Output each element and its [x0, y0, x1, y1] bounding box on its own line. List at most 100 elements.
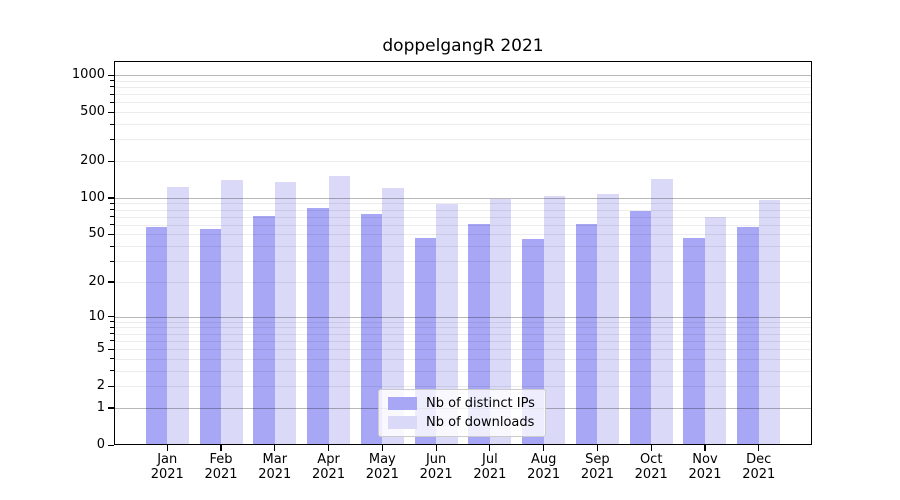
y-tick-1 — [107, 407, 114, 409]
y-minortick-400 — [110, 123, 114, 125]
bar-distinct-ips-feb — [199, 229, 221, 445]
y-minortick-6 — [110, 340, 114, 342]
x-tick-feb — [220, 445, 222, 451]
bar-distinct-ips-dec — [737, 226, 759, 445]
y-minortick-80 — [110, 209, 114, 211]
bar-distinct-ips-mar — [253, 215, 275, 445]
gridline-minor-500 — [114, 112, 812, 114]
gridline-minor-300 — [114, 139, 812, 141]
bar-downloads-jul — [489, 199, 512, 445]
y-minortick-3 — [110, 370, 114, 372]
legend-label-distinct-ips: Nb of distinct IPs — [426, 396, 535, 412]
y-tick-10 — [107, 316, 114, 318]
y-minortick-300 — [110, 138, 114, 140]
bar-downloads-sep — [597, 194, 619, 445]
y-tick-200 — [107, 160, 114, 162]
gridline-minor-800 — [114, 86, 812, 88]
x-tick-label-nov: Nov 2021 — [688, 452, 722, 482]
x-tick-label-aug: Aug 2021 — [527, 452, 561, 482]
y-tick-20 — [107, 281, 114, 283]
bar-distinct-ips-jan — [145, 226, 168, 445]
chart-title: doppelgangR 2021 — [382, 36, 544, 56]
gridline-minor-40 — [114, 246, 812, 248]
y-tick-label-100: 100 — [80, 189, 105, 205]
y-tick-label-20: 20 — [88, 273, 105, 289]
gridline-minor-2 — [114, 386, 812, 388]
bar-distinct-ips-apr — [307, 208, 329, 445]
gridline-minor-80 — [114, 209, 812, 211]
y-minortick-60 — [110, 224, 114, 226]
gridline-minor-20 — [114, 281, 812, 283]
gridline-major-1000 — [114, 75, 812, 77]
gridline-minor-90 — [114, 203, 812, 205]
gridline-minor-50 — [114, 234, 812, 236]
bar-downloads-mar — [274, 181, 297, 445]
x-tick-may — [381, 445, 383, 451]
gridline-minor-60 — [114, 224, 812, 226]
y-minortick-8 — [110, 326, 114, 328]
y-tick-5 — [107, 348, 114, 350]
y-tick-label-200: 200 — [80, 153, 105, 169]
x-tick-sep — [596, 445, 599, 451]
x-tick-label-apr: Apr 2021 — [312, 452, 346, 482]
legend-swatch-distinct-ips — [388, 397, 417, 411]
gridline-minor-400 — [114, 124, 812, 126]
y-tick-50 — [107, 233, 114, 236]
bar-distinct-ips-oct — [629, 211, 652, 445]
y-tick-label-500: 500 — [80, 104, 105, 120]
bar-downloads-feb — [221, 180, 243, 445]
gridline-minor-9 — [114, 321, 812, 323]
gridline-major-100 — [114, 197, 812, 199]
legend-swatch-downloads — [388, 415, 417, 429]
x-tick-dec — [758, 445, 760, 451]
bar-downloads-nov — [704, 216, 727, 445]
gridline-minor-700 — [114, 94, 812, 96]
legend: Nb of distinct IPs Nb of downloads — [378, 389, 546, 437]
bar-distinct-ips-may — [360, 213, 383, 445]
bar-downloads-dec — [758, 200, 781, 445]
x-tick-aug — [543, 445, 545, 451]
gridline-minor-30 — [114, 261, 812, 263]
y-tick-label-50: 50 — [88, 226, 105, 242]
legend-item-downloads: Nb of downloads — [388, 415, 536, 430]
x-tick-jul — [489, 445, 491, 451]
x-tick-oct — [650, 445, 652, 451]
gridline-minor-5 — [114, 349, 812, 351]
x-tick-jun — [435, 445, 437, 451]
y-minortick-70 — [110, 216, 114, 218]
bar-downloads-oct — [651, 178, 673, 445]
y-tick-label-1000: 1000 — [71, 67, 105, 83]
x-tick-nov — [704, 445, 706, 451]
x-tick-mar — [274, 445, 276, 451]
gridline-minor-4 — [114, 358, 812, 360]
y-minortick-9 — [110, 321, 114, 323]
gridline-minor-6 — [114, 340, 812, 342]
y-tick-label-10: 10 — [88, 308, 105, 324]
y-tick-0 — [107, 444, 114, 446]
y-tick-label-5: 5 — [96, 341, 105, 357]
gridline-minor-600 — [114, 102, 812, 104]
y-minortick-90 — [110, 202, 114, 204]
bar-downloads-apr — [328, 175, 351, 445]
x-tick-label-feb: Feb 2021 — [204, 452, 238, 482]
x-tick-label-jun: Jun 2021 — [419, 452, 453, 482]
bar-distinct-ips-sep — [575, 223, 598, 445]
y-tick-100 — [107, 197, 114, 199]
y-minortick-30 — [110, 260, 114, 262]
bar-downloads-aug — [543, 195, 566, 445]
bar-downloads-may — [382, 187, 404, 445]
x-tick-label-may: May 2021 — [365, 452, 399, 482]
y-minortick-700 — [110, 93, 114, 95]
gridline-minor-70 — [114, 216, 812, 218]
y-minortick-600 — [110, 101, 114, 103]
bar-downloads-jan — [167, 187, 189, 445]
y-minortick-7 — [110, 333, 114, 335]
y-minortick-800 — [110, 86, 114, 88]
y-tick-label-1: 1 — [96, 399, 105, 415]
y-tick-label-2: 2 — [96, 378, 105, 394]
gridline-minor-3 — [114, 370, 812, 372]
gridline-minor-8 — [114, 327, 812, 329]
y-minortick-4 — [110, 358, 114, 360]
x-tick-apr — [327, 445, 330, 451]
